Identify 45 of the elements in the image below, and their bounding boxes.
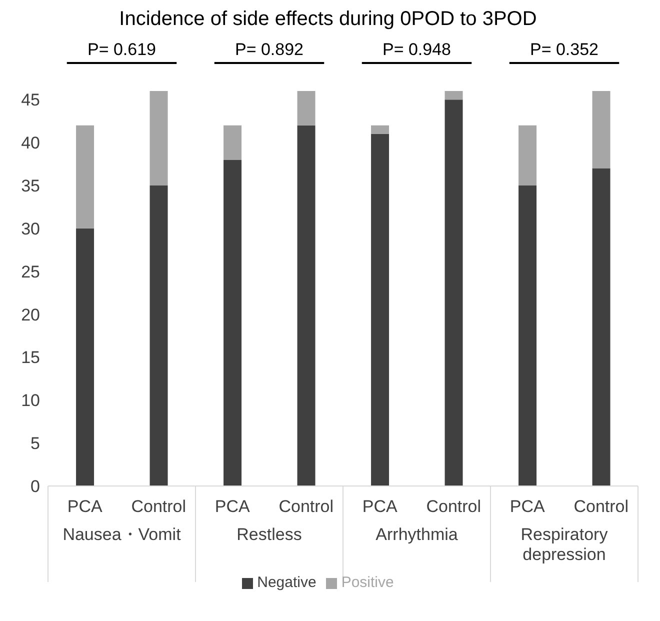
bar	[444, 91, 463, 100]
bar	[592, 91, 610, 168]
x-tick-label: PCA	[214, 497, 251, 516]
bar	[224, 160, 242, 486]
bar	[224, 125, 242, 160]
y-tick-label: 0	[30, 477, 40, 496]
bar	[76, 228, 94, 486]
bar	[297, 125, 316, 486]
y-tick-label: 40	[21, 134, 40, 153]
y-tick-label: 20	[21, 305, 40, 324]
bar	[297, 91, 316, 126]
text: P= 0.948	[382, 40, 452, 59]
y-tick-label: 45	[21, 90, 40, 110]
bar	[371, 125, 390, 134]
x-tick-label: Control	[278, 497, 334, 516]
x-tick-label: Control	[131, 497, 186, 516]
y-tick-label: 15	[21, 348, 40, 368]
legend-label: Negative	[257, 574, 316, 591]
bar	[592, 168, 610, 486]
y-tick-label: 25	[21, 262, 40, 282]
bar	[76, 125, 94, 228]
bar	[444, 100, 463, 486]
x-tick-label: PCA	[362, 497, 398, 516]
text: Restless	[236, 525, 302, 544]
x-tick-label: PCA	[67, 497, 104, 516]
bar	[371, 134, 390, 486]
legend-label: Positive	[341, 574, 394, 591]
bar	[518, 185, 537, 486]
y-tick-label: 30	[21, 219, 40, 238]
y-tick-label: 5	[30, 434, 40, 454]
bar	[150, 91, 168, 186]
text: P= 0.892	[234, 40, 304, 59]
text: P= 0.619	[87, 40, 156, 59]
text: Nausea・Vomit	[62, 525, 182, 544]
y-tick-label: 35	[21, 176, 40, 196]
text: P= 0.352	[530, 40, 599, 59]
bar	[518, 125, 537, 186]
text: Respiratory depression	[520, 525, 608, 564]
text: Arrhythmia	[376, 525, 458, 544]
y-tick-label: 10	[21, 391, 40, 410]
chart-title: Incidence of side effects during 0POD to 3POD	[118, 8, 538, 31]
bar	[150, 185, 168, 486]
x-tick-label: PCA	[510, 497, 546, 516]
x-tick-label: Control	[426, 497, 482, 516]
x-tick-label: Control	[574, 497, 629, 516]
